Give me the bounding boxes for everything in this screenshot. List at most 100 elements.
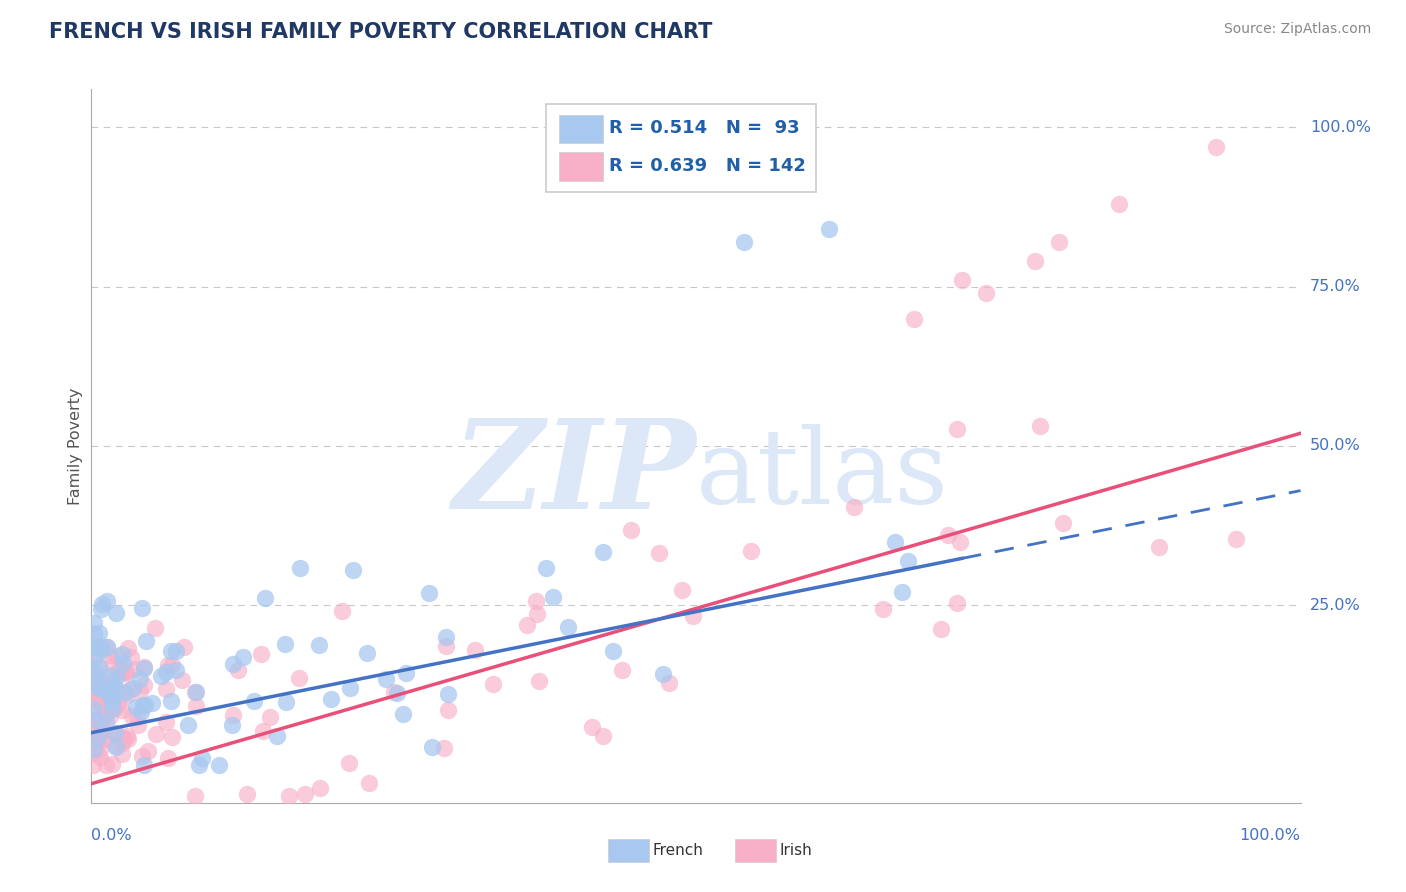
Point xyxy=(221,657,243,671)
Point xyxy=(96,699,118,714)
Point xyxy=(266,729,288,743)
Point xyxy=(464,642,486,657)
Point xyxy=(129,672,152,686)
Point xyxy=(1052,516,1074,531)
Point xyxy=(117,641,139,656)
Point xyxy=(93,731,115,746)
Text: French: French xyxy=(652,843,703,858)
Point xyxy=(89,639,111,653)
Point xyxy=(91,643,114,657)
Point xyxy=(104,726,127,740)
Point xyxy=(165,663,187,677)
Point xyxy=(929,623,952,637)
Text: FRENCH VS IRISH FAMILY POVERTY CORRELATION CHART: FRENCH VS IRISH FAMILY POVERTY CORRELATI… xyxy=(49,22,713,42)
Point xyxy=(89,742,111,756)
Text: atlas: atlas xyxy=(696,424,949,525)
Point xyxy=(127,717,149,731)
Point xyxy=(385,686,408,700)
Point xyxy=(308,638,330,652)
Point xyxy=(527,674,550,689)
Point xyxy=(330,604,353,618)
Point xyxy=(108,664,131,678)
Point xyxy=(120,649,142,664)
Point xyxy=(309,780,332,795)
Point xyxy=(184,699,207,714)
Point xyxy=(541,590,564,604)
Point xyxy=(356,646,378,660)
Point xyxy=(87,681,110,696)
Point xyxy=(184,685,207,699)
Point xyxy=(90,680,112,694)
Point xyxy=(155,682,177,697)
Point xyxy=(946,596,969,610)
Point xyxy=(91,724,114,739)
Point xyxy=(87,715,110,730)
Point xyxy=(149,669,172,683)
Point xyxy=(436,688,458,702)
Point xyxy=(173,640,195,654)
Point xyxy=(83,727,105,741)
Point xyxy=(134,757,156,772)
Point xyxy=(96,640,118,654)
Point xyxy=(98,686,121,700)
Point xyxy=(434,639,457,653)
Point xyxy=(620,523,643,537)
Point xyxy=(274,695,297,709)
Point xyxy=(101,695,124,709)
Point xyxy=(104,739,127,754)
Point xyxy=(1149,540,1171,554)
FancyBboxPatch shape xyxy=(560,115,603,144)
Point xyxy=(120,681,142,696)
Point xyxy=(682,609,704,624)
Point xyxy=(125,710,148,724)
Point xyxy=(93,674,115,689)
Text: ZIP: ZIP xyxy=(453,414,696,535)
Point xyxy=(515,617,537,632)
Point xyxy=(131,698,153,713)
Point xyxy=(111,666,134,681)
Point xyxy=(1225,532,1247,546)
Point xyxy=(250,647,273,661)
Point xyxy=(844,500,866,515)
Point xyxy=(94,757,117,772)
Point xyxy=(100,709,122,723)
Point xyxy=(557,620,579,634)
Point xyxy=(482,677,505,691)
Point xyxy=(160,657,183,672)
Point xyxy=(87,695,110,709)
Point xyxy=(433,741,456,756)
Point xyxy=(105,669,128,683)
Point xyxy=(115,729,138,743)
Point xyxy=(107,698,129,712)
Text: Source: ZipAtlas.com: Source: ZipAtlas.com xyxy=(1223,22,1371,37)
Text: 75.0%: 75.0% xyxy=(1310,279,1361,294)
Point xyxy=(100,691,122,706)
Point xyxy=(740,544,762,558)
Point xyxy=(84,677,107,691)
Point xyxy=(93,709,115,723)
Point xyxy=(157,750,180,764)
Point xyxy=(132,678,155,692)
Point xyxy=(101,657,124,671)
Point xyxy=(87,660,110,674)
Point xyxy=(104,701,127,715)
Point xyxy=(111,647,134,661)
Point xyxy=(592,545,614,559)
Point xyxy=(524,594,547,608)
Point xyxy=(1047,235,1070,249)
Point xyxy=(90,597,112,611)
Point xyxy=(420,740,443,755)
Point xyxy=(897,554,920,568)
Point xyxy=(145,621,167,635)
Text: 50.0%: 50.0% xyxy=(1310,439,1361,453)
Point xyxy=(94,714,117,729)
Point xyxy=(946,421,969,435)
Point xyxy=(84,721,107,735)
Point xyxy=(1108,197,1130,211)
Point xyxy=(105,648,128,663)
Point xyxy=(259,710,281,724)
Point xyxy=(87,731,110,745)
Point xyxy=(89,711,111,725)
Point xyxy=(112,685,135,699)
Text: 100.0%: 100.0% xyxy=(1240,828,1301,843)
